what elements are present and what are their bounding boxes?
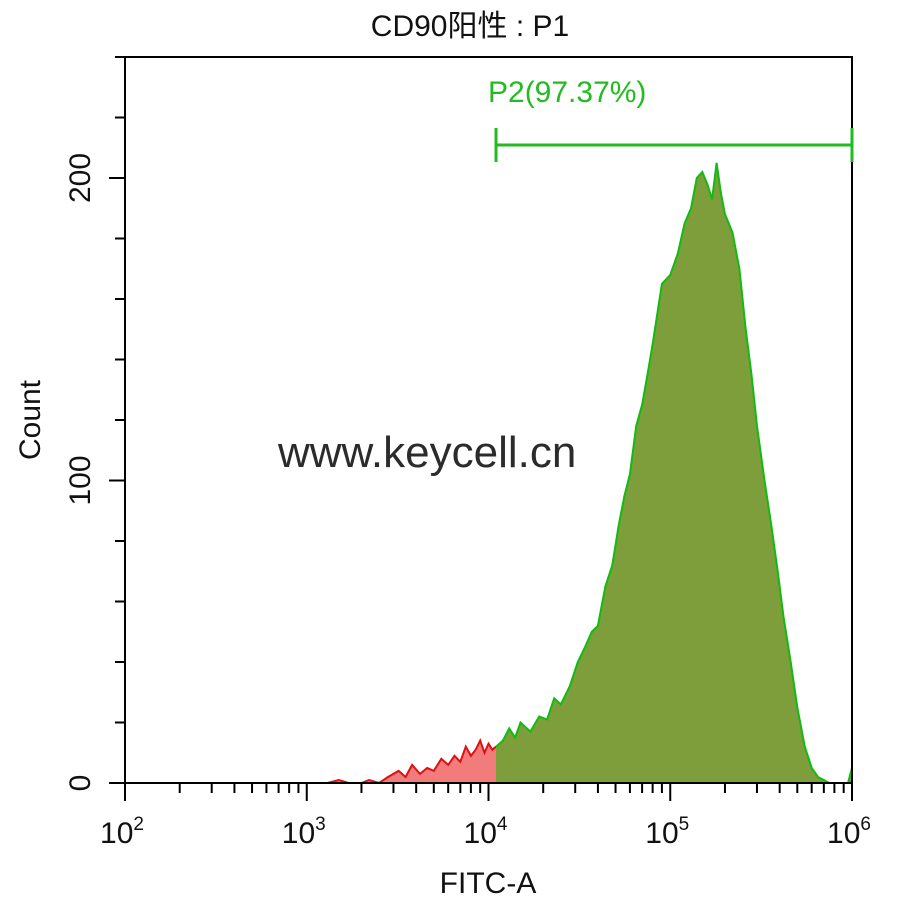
gate-label: P2(97.37%) <box>488 76 646 109</box>
gate-p2: P2(97.37%) <box>488 76 854 162</box>
y-axis: 0 100 200 <box>64 56 125 792</box>
x-tick-label: 106 <box>827 814 871 850</box>
x-tick-label: 105 <box>645 814 689 850</box>
plot-area <box>124 56 853 785</box>
y-tick-label: 0 <box>64 775 97 792</box>
x-tick-label: 104 <box>464 814 508 850</box>
series-0-line <box>327 738 497 785</box>
x-tick-label: 102 <box>100 814 144 850</box>
series-0-area <box>327 740 496 783</box>
y-tick-label: 100 <box>64 455 97 505</box>
x-axis: 102 103 104 105 106 <box>100 783 871 850</box>
series-1-area <box>496 162 852 783</box>
chart-title: CD90阳性 : P1 <box>371 10 569 43</box>
histogram-series-layer <box>327 162 853 785</box>
watermark-text: www.keycell.cn <box>277 428 576 477</box>
series-1-line <box>495 162 853 784</box>
y-axis-title: Count <box>14 379 47 460</box>
x-tick-label: 103 <box>282 814 326 850</box>
x-axis-title: FITC-A <box>440 867 537 900</box>
y-tick-label: 200 <box>64 153 97 203</box>
